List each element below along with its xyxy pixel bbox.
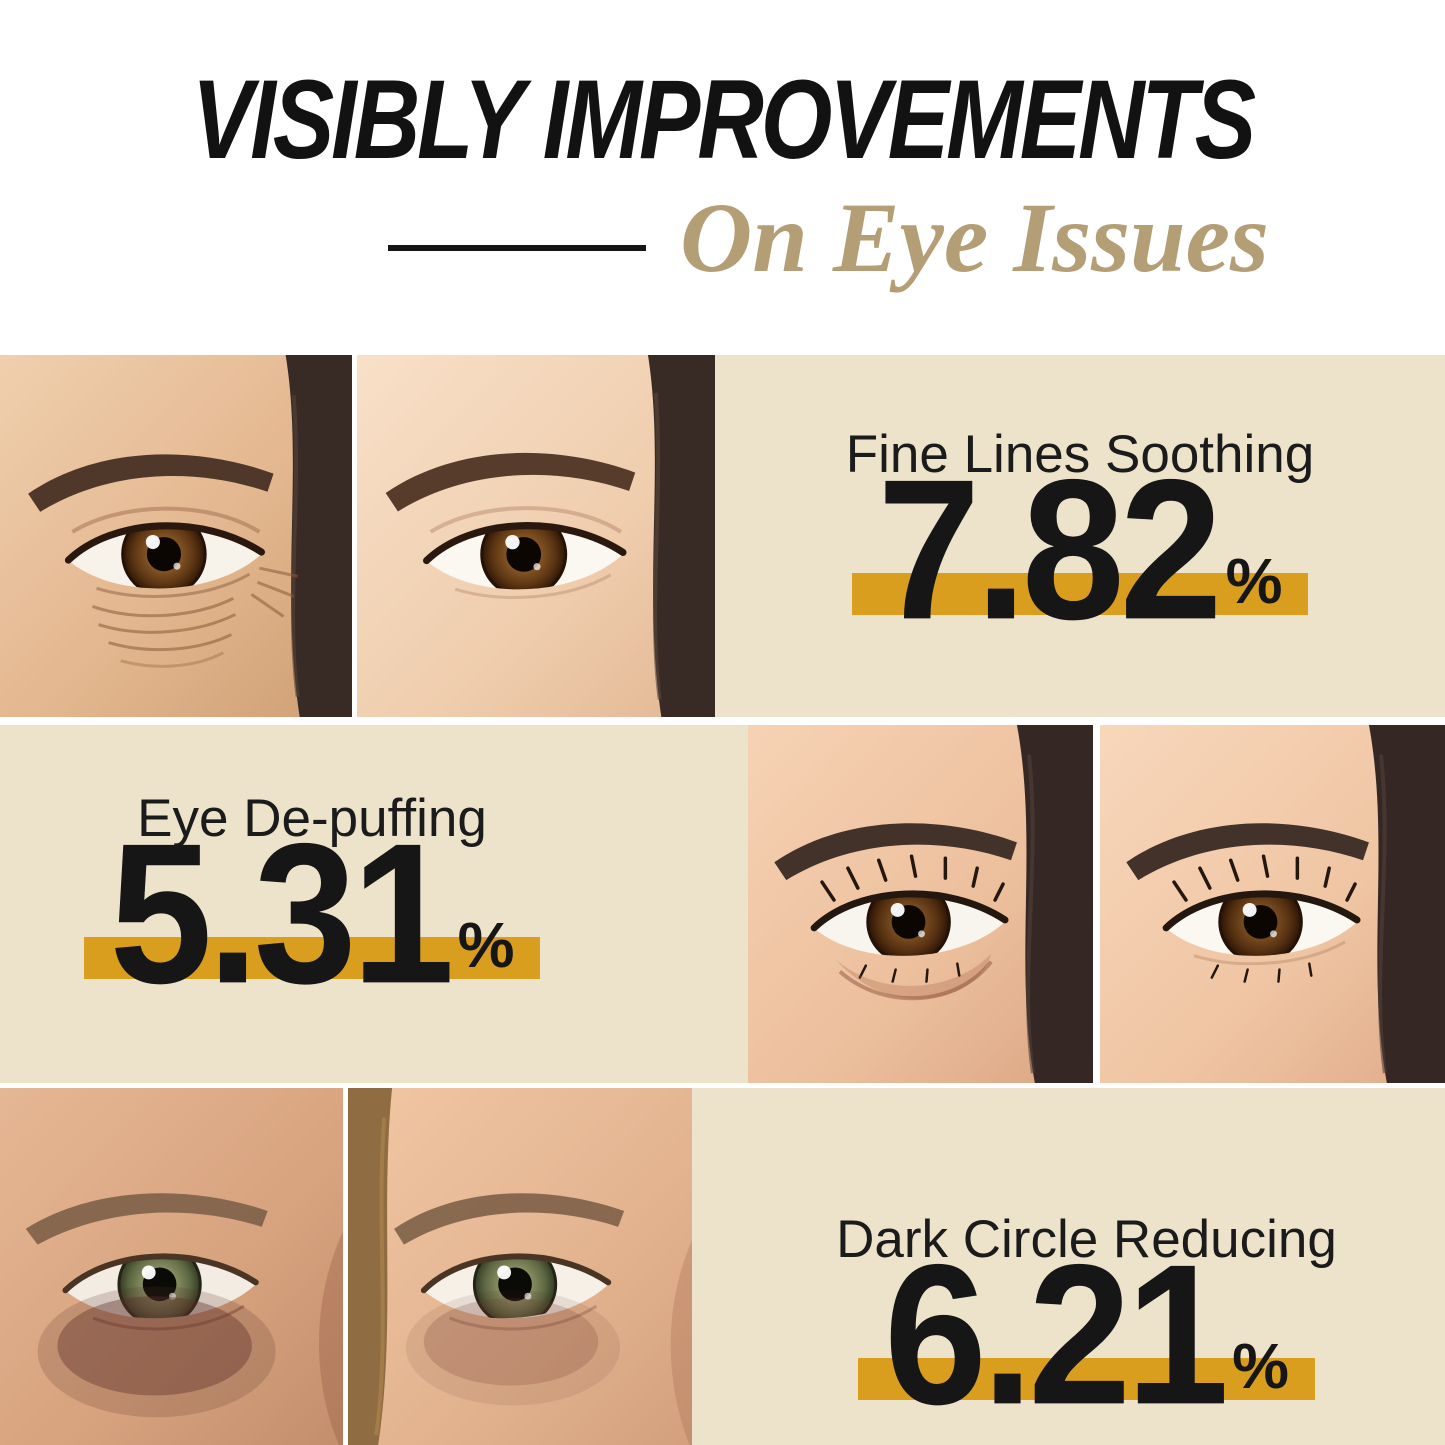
- eyebrow: [25, 1193, 268, 1245]
- page-title: VISIBLY IMPROVEMENTS: [191, 57, 1256, 183]
- hair: [647, 355, 715, 717]
- eyelashes: [820, 854, 1005, 983]
- stat-label: Eye De-puffing: [137, 789, 487, 848]
- eye-photo-illustration: [1100, 725, 1445, 1083]
- highlight-bar: [858, 1357, 1315, 1400]
- stat-value: 5.31: [109, 803, 455, 1026]
- stat-value: 6.21: [884, 1224, 1229, 1445]
- dark-circle: [405, 1290, 621, 1406]
- stat-panel-de-puffing: Eye De-puffing 5.31%: [0, 725, 748, 1083]
- stat-panel-dark-circle: Dark Circle Reducing 6.21%: [692, 1088, 1445, 1445]
- page-subtitle: On Eye Issues: [680, 182, 1269, 293]
- photo-dark-circle-before: [0, 1088, 343, 1445]
- eyebrow: [774, 823, 1017, 881]
- eyelashes: [1172, 854, 1357, 983]
- eyebrow: [1126, 823, 1369, 881]
- hair: [285, 355, 352, 717]
- eye-photo-illustration: [0, 1088, 343, 1445]
- photo-de-puffing-after: [1100, 725, 1445, 1083]
- stat-label: Dark Circle Reducing: [836, 1210, 1337, 1269]
- stat-unit: %: [457, 908, 515, 981]
- highlight-bar: [851, 572, 1309, 615]
- photo-dark-circle-after: [348, 1088, 692, 1445]
- eye-photo-illustration: [357, 355, 715, 717]
- divider-line: [388, 245, 646, 251]
- eye-photo-illustration: [348, 1088, 692, 1445]
- eye-photo-illustration: [748, 725, 1093, 1083]
- stat-label: Fine Lines Soothing: [845, 425, 1315, 484]
- eyebrow: [28, 454, 274, 512]
- photo-fine-lines-after: [357, 355, 715, 717]
- eyebrow: [394, 1193, 625, 1245]
- eye-photo-illustration: [0, 355, 352, 717]
- stat-unit: %: [1232, 1329, 1289, 1402]
- hair: [1016, 725, 1093, 1083]
- stat-value: 7.82: [877, 439, 1223, 662]
- photo-fine-lines-before: [0, 355, 352, 717]
- wrinkles: [92, 566, 299, 668]
- nose-shadow: [319, 1231, 343, 1445]
- nose-shadow: [670, 1240, 692, 1445]
- stat-unit: %: [1225, 544, 1283, 617]
- puffy-bag: [835, 953, 992, 999]
- eyebrow: [385, 452, 636, 512]
- photo-de-puffing-before: [748, 725, 1093, 1083]
- dark-circle: [37, 1286, 276, 1418]
- highlight-bar: [83, 936, 541, 979]
- stat-panel-fine-lines: Fine Lines Soothing 7.82%: [715, 355, 1445, 717]
- hair: [1368, 725, 1445, 1083]
